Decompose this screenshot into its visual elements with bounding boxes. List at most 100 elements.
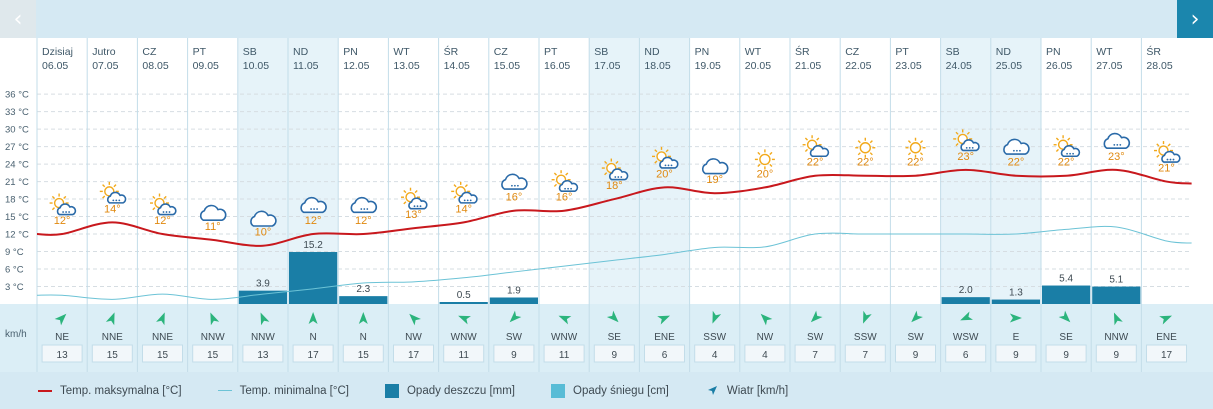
wind-speed-box bbox=[242, 344, 284, 363]
y-tick-label: 12 °C bbox=[5, 230, 29, 241]
day-label: WT bbox=[393, 46, 410, 58]
wind-arrow-shape bbox=[260, 312, 270, 326]
legend-item-tmin[interactable]: Temp. minimalna [°C] bbox=[217, 385, 349, 397]
wind-speed-box bbox=[1045, 344, 1087, 363]
sun-cloud-rain-icon bbox=[1154, 141, 1181, 163]
tmax-label: 22° bbox=[1008, 157, 1025, 169]
wind-direction-label: SW bbox=[807, 332, 824, 343]
y-tick-label: 15 °C bbox=[5, 212, 29, 223]
rain-drop bbox=[670, 164, 673, 167]
wind-unit-label: km/h bbox=[5, 329, 27, 340]
rain-drop bbox=[1166, 158, 1169, 161]
rain-drop bbox=[419, 205, 422, 208]
rain-label: 3.9 bbox=[256, 279, 270, 290]
tmax-label: 22° bbox=[807, 157, 824, 169]
sun-ray bbox=[804, 137, 808, 141]
day-label: ŚR bbox=[795, 45, 810, 58]
rain-drop bbox=[363, 208, 366, 210]
sun-ray bbox=[102, 195, 106, 199]
wind-speed-box bbox=[41, 344, 83, 363]
snow-swatch bbox=[551, 383, 565, 398]
wind-speed-box bbox=[694, 344, 736, 363]
rain-drop bbox=[1066, 152, 1068, 155]
rain-drop bbox=[62, 211, 64, 213]
cloud-shape bbox=[157, 203, 177, 216]
sun-ray bbox=[1067, 137, 1071, 141]
cloud-shape bbox=[659, 156, 679, 169]
tmax-label: 13° bbox=[405, 209, 422, 221]
wind-speed-label: 9 bbox=[511, 350, 517, 361]
legend-item-snow[interactable]: Opady śniegu [cm] bbox=[551, 383, 669, 398]
rain-drop bbox=[965, 147, 968, 149]
y-tick-label: 6 °C bbox=[5, 265, 24, 276]
sun-ray bbox=[665, 149, 669, 153]
rain-bar bbox=[238, 290, 287, 304]
wind-arrow-icon bbox=[760, 313, 773, 326]
prev-arrow-button[interactable]: ‹ bbox=[0, 0, 36, 38]
y-tick-label: 21 °C bbox=[5, 177, 29, 188]
date-label: 21.05 bbox=[795, 60, 821, 72]
sun-ray bbox=[113, 184, 117, 188]
legend-item-rain[interactable]: Opady deszczu [mm] bbox=[384, 383, 515, 398]
legend-item-tmax[interactable]: Temp. maksymalna [°C] bbox=[38, 385, 182, 397]
y-tick-label: 3 °C bbox=[5, 282, 24, 293]
day-label: WT bbox=[1096, 46, 1113, 58]
chevron-left-icon: ‹ bbox=[13, 6, 23, 32]
wind-arrow-icon bbox=[1159, 315, 1173, 325]
wind-arrow-shape bbox=[1009, 313, 1022, 323]
wind-arrow-shape bbox=[911, 310, 923, 323]
wind-speed-box bbox=[744, 344, 786, 363]
rain-drop bbox=[168, 211, 171, 213]
wind-direction-label: NNW bbox=[251, 332, 275, 343]
rain-bar bbox=[991, 299, 1040, 304]
sun-disc bbox=[759, 153, 771, 166]
wind-direction-label: NNW bbox=[1104, 332, 1128, 343]
cloud-rain-icon bbox=[300, 196, 327, 214]
tmax-label: 22° bbox=[1058, 157, 1075, 169]
next-arrow-button[interactable]: › bbox=[1177, 0, 1213, 38]
rain-bar bbox=[1092, 286, 1141, 304]
forecast-chart: 3 °C 6 °C 9 °C 12 °C 15 °C 18 °C 21 °C 24 °C 27 … bbox=[0, 38, 1213, 372]
wind-direction-label: ENE bbox=[654, 332, 675, 343]
wind-arrow-icon bbox=[1009, 313, 1022, 323]
wind-direction-label: SW bbox=[907, 332, 924, 343]
wind-speed-label: 6 bbox=[662, 350, 668, 361]
y-tick-label: 24 °C bbox=[5, 160, 29, 171]
sun-ray bbox=[919, 140, 924, 144]
sun-ray bbox=[1167, 143, 1171, 147]
sun-ray bbox=[102, 184, 106, 188]
rain-drop bbox=[1016, 149, 1018, 152]
day-label: ŚR bbox=[1146, 45, 1161, 58]
wind-speed-box bbox=[91, 344, 133, 363]
wind-arrow-icon bbox=[960, 311, 973, 321]
cloud-shape bbox=[408, 197, 428, 210]
wind-arrow-icon bbox=[156, 312, 165, 326]
wind-arrow-icon bbox=[358, 312, 368, 324]
rain-drop bbox=[517, 184, 519, 187]
date-label: 17.05 bbox=[594, 60, 620, 72]
date-label: 15.05 bbox=[494, 60, 520, 72]
sun-ray bbox=[403, 201, 407, 205]
wind-arrow-icon bbox=[1058, 310, 1071, 323]
wind-speed-label: 9 bbox=[1063, 350, 1069, 361]
tmax-label: 18° bbox=[606, 180, 623, 192]
sun-ray bbox=[464, 184, 468, 188]
rain-swatch bbox=[384, 383, 399, 398]
sun-cloud-icon bbox=[802, 135, 830, 158]
rain-drop bbox=[112, 199, 115, 202]
wind-speed-label: 11 bbox=[559, 350, 570, 361]
wind-arrow-icon bbox=[260, 312, 270, 326]
sun-ray bbox=[565, 172, 569, 176]
rain-bar bbox=[941, 297, 990, 304]
sun-ray bbox=[654, 149, 658, 153]
sun-disc bbox=[859, 142, 871, 154]
wind-direction-label: SSW bbox=[854, 332, 877, 343]
wind-arrow-shape bbox=[54, 313, 67, 326]
wind-arrow-shape bbox=[712, 310, 722, 324]
legend-item-wind[interactable]: Wiatr [km/h] bbox=[705, 384, 788, 398]
sun-cloud-rain-icon bbox=[401, 187, 428, 210]
wind-direction-label: WSW bbox=[953, 332, 979, 343]
wind-arrow-icon bbox=[1113, 312, 1123, 326]
date-label: 09.05 bbox=[193, 60, 219, 72]
cloud-shape bbox=[199, 204, 227, 221]
